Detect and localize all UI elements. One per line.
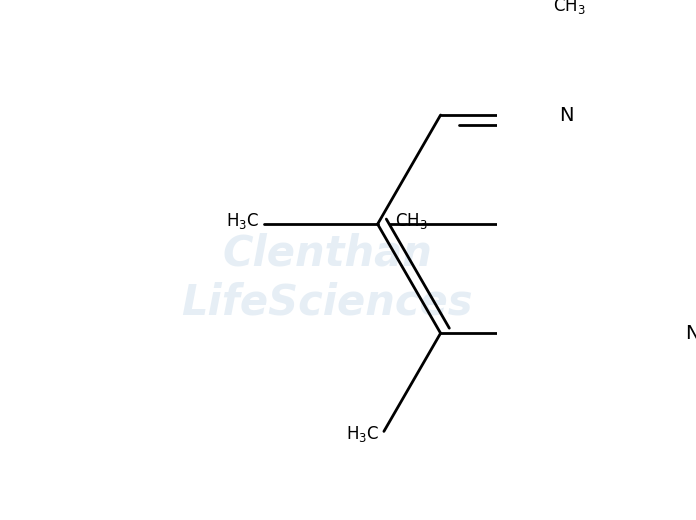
- Text: CH$_3$: CH$_3$: [395, 211, 428, 231]
- Text: H$_3$C: H$_3$C: [226, 211, 260, 231]
- Text: N: N: [686, 324, 696, 343]
- Text: Clenthan
LifeSciences: Clenthan LifeSciences: [182, 233, 473, 323]
- Text: CH$_3$: CH$_3$: [553, 0, 585, 16]
- Text: N: N: [560, 106, 574, 124]
- Text: H$_3$C: H$_3$C: [346, 424, 379, 444]
